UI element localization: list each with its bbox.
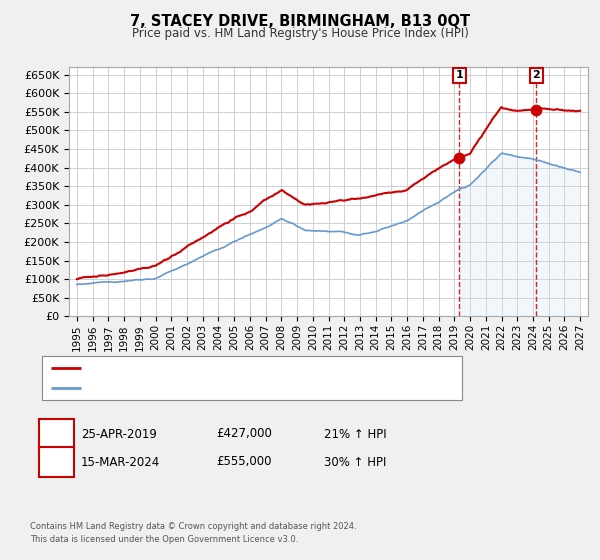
Text: Price paid vs. HM Land Registry's House Price Index (HPI): Price paid vs. HM Land Registry's House … <box>131 27 469 40</box>
Text: £427,000: £427,000 <box>216 427 272 441</box>
Text: 25-APR-2019: 25-APR-2019 <box>81 427 157 441</box>
Text: £555,000: £555,000 <box>216 455 271 469</box>
Text: This data is licensed under the Open Government Licence v3.0.: This data is licensed under the Open Gov… <box>30 535 298 544</box>
Text: 15-MAR-2024: 15-MAR-2024 <box>81 455 160 469</box>
Text: 7, STACEY DRIVE, BIRMINGHAM, B13 0QT: 7, STACEY DRIVE, BIRMINGHAM, B13 0QT <box>130 14 470 29</box>
Text: 30% ↑ HPI: 30% ↑ HPI <box>324 455 386 469</box>
Text: Contains HM Land Registry data © Crown copyright and database right 2024.: Contains HM Land Registry data © Crown c… <box>30 522 356 531</box>
Text: 1: 1 <box>52 427 61 441</box>
Point <box>454 153 464 162</box>
Text: HPI: Average price, detached house, Birmingham: HPI: Average price, detached house, Birm… <box>87 383 356 393</box>
Text: 21% ↑ HPI: 21% ↑ HPI <box>324 427 386 441</box>
Text: 2: 2 <box>532 71 540 81</box>
Text: 1: 1 <box>455 71 463 81</box>
Text: 7, STACEY DRIVE, BIRMINGHAM, B13 0QT (detached house): 7, STACEY DRIVE, BIRMINGHAM, B13 0QT (de… <box>87 363 412 373</box>
Point <box>532 105 541 114</box>
Text: 2: 2 <box>52 455 61 469</box>
